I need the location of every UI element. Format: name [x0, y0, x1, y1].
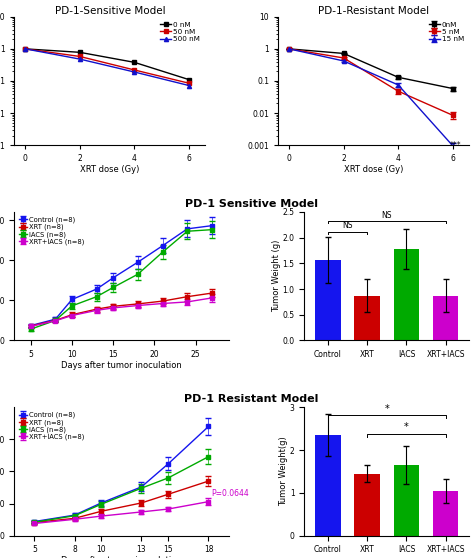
Bar: [394, 465, 419, 536]
Legend: 0nM, 5 nM, 15 nM: 0nM, 5 nM, 15 nM: [428, 20, 465, 44]
0 nM: [22, 46, 28, 52]
500 nM: [132, 69, 137, 75]
0 nM: [132, 59, 137, 66]
Title: PD-1-Resistant Model: PD-1-Resistant Model: [318, 6, 429, 16]
500 nM: [77, 56, 82, 62]
0 nM: [77, 49, 82, 56]
Text: ***: ***: [449, 141, 461, 151]
Bar: [355, 296, 380, 340]
Bar: [394, 249, 419, 340]
Line: 50 nM: 50 nM: [23, 47, 191, 85]
Legend: 0 nM, 50 nM, 500 nM: 0 nM, 50 nM, 500 nM: [159, 20, 202, 44]
Legend: Control (n=8), XRT (n=8), IACS (n=8), XRT+IACS (n=8): Control (n=8), XRT (n=8), IACS (n=8), XR…: [18, 411, 86, 441]
Y-axis label: Tumor Weight (g): Tumor Weight (g): [272, 240, 281, 312]
Line: 500 nM: 500 nM: [23, 47, 191, 88]
Bar: [355, 474, 380, 536]
50 nM: [22, 46, 28, 52]
Text: PD-1 Sensitive Model: PD-1 Sensitive Model: [185, 199, 318, 209]
Line: 0 nM: 0 nM: [23, 47, 191, 81]
Y-axis label: Tumor Weight(g): Tumor Weight(g): [279, 436, 288, 506]
Text: P=0.0644: P=0.0644: [211, 489, 249, 498]
0 nM: [186, 76, 192, 83]
Bar: [433, 296, 458, 340]
X-axis label: Days after tumor inoculation: Days after tumor inoculation: [61, 556, 182, 558]
500 nM: [186, 82, 192, 89]
Bar: [433, 490, 458, 536]
Text: *: *: [384, 403, 389, 413]
Bar: [315, 260, 341, 340]
Text: NS: NS: [342, 222, 353, 230]
Bar: [315, 435, 341, 536]
50 nM: [186, 80, 192, 86]
Text: *: *: [404, 422, 409, 432]
X-axis label: XRT dose (Gy): XRT dose (Gy): [80, 165, 139, 174]
50 nM: [132, 66, 137, 73]
Text: NS: NS: [382, 211, 392, 220]
50 nM: [77, 53, 82, 60]
Title: PD-1-Sensitive Model: PD-1-Sensitive Model: [55, 6, 165, 16]
500 nM: [22, 46, 28, 52]
Text: PD-1 Resistant Model: PD-1 Resistant Model: [184, 395, 319, 405]
X-axis label: XRT dose (Gy): XRT dose (Gy): [344, 165, 403, 174]
X-axis label: Days after tumor inoculation: Days after tumor inoculation: [61, 360, 182, 369]
Legend: Control (n=8), XRT (n=8), IACS (n=8), XRT+IACS (n=8): Control (n=8), XRT (n=8), IACS (n=8), XR…: [18, 215, 86, 246]
